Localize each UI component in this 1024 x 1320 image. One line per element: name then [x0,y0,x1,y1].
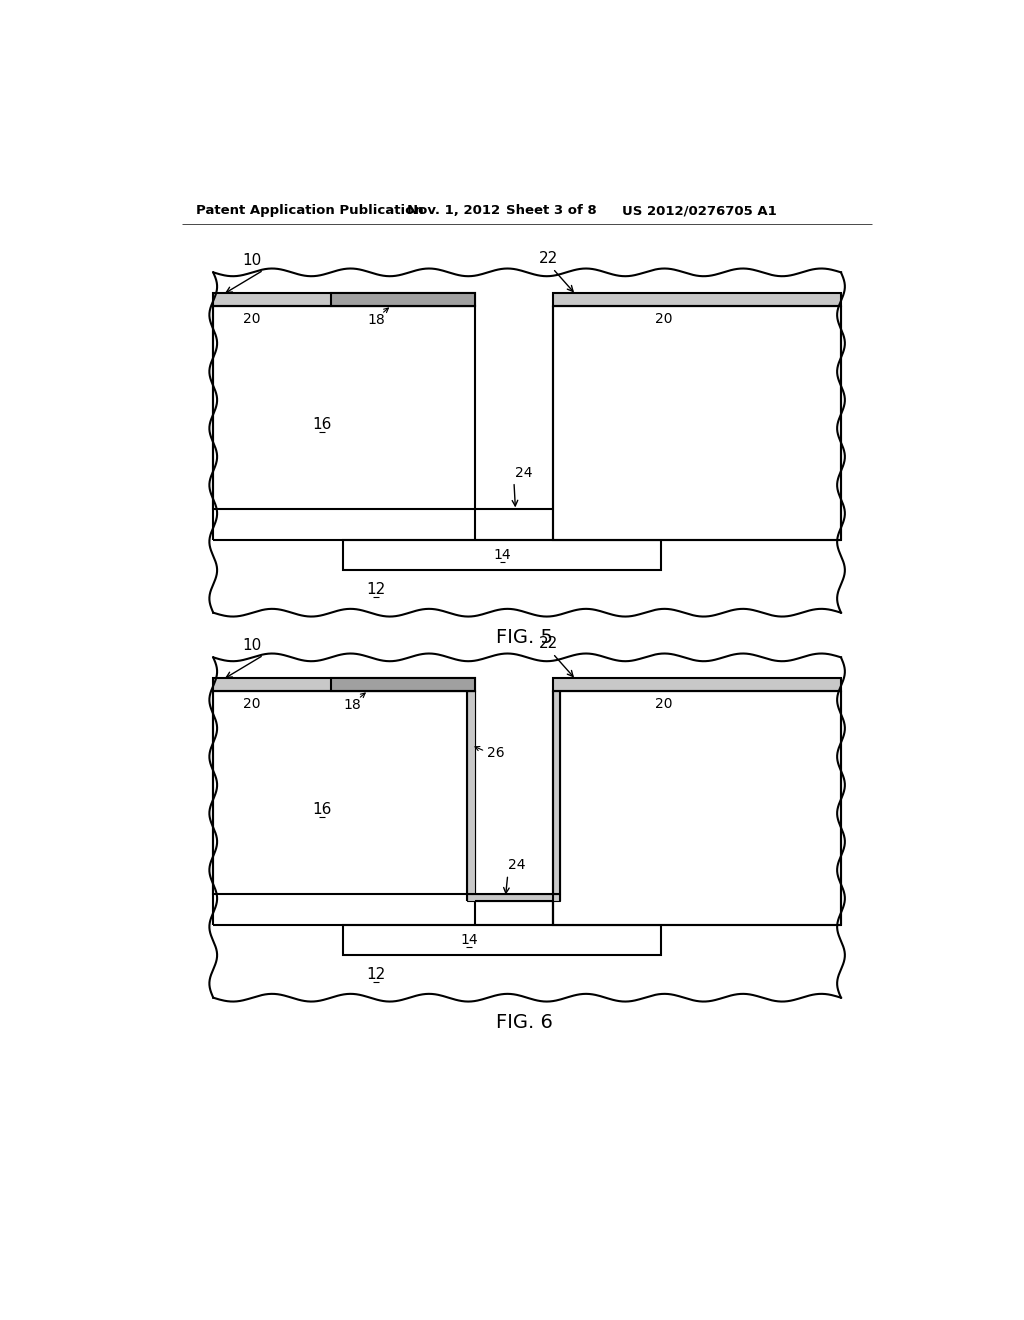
Bar [331,293,475,306]
Text: 20: 20 [655,312,673,326]
Bar [343,540,662,570]
Text: 20: 20 [243,312,260,326]
Text: 16: 16 [312,801,332,817]
Bar [343,924,662,956]
Bar [213,293,475,306]
Bar [553,293,841,306]
Text: 10: 10 [243,639,262,653]
Text: 16: 16 [312,417,332,432]
Bar [213,306,475,508]
Bar [213,272,841,612]
Text: 10: 10 [243,253,262,268]
Text: FIG. 5: FIG. 5 [497,628,553,647]
Text: 20: 20 [655,697,673,710]
Text: Nov. 1, 2012: Nov. 1, 2012 [407,205,500,218]
Bar [553,692,560,894]
Text: 14: 14 [460,933,478,946]
Text: Sheet 3 of 8: Sheet 3 of 8 [506,205,597,218]
Text: 22: 22 [539,251,558,267]
Bar [467,894,560,902]
Text: 24: 24 [508,858,525,873]
Text: 22: 22 [539,636,558,651]
Bar [213,657,841,998]
Text: 26: 26 [486,746,505,760]
Text: US 2012/0276705 A1: US 2012/0276705 A1 [623,205,777,218]
Bar [331,678,475,692]
Text: 24: 24 [515,466,534,479]
Bar [553,678,841,692]
Bar [213,678,475,692]
Text: 14: 14 [494,548,511,562]
Text: 18: 18 [368,313,385,327]
Text: 12: 12 [367,582,386,597]
Bar [553,306,841,540]
Bar [553,692,841,924]
Text: FIG. 6: FIG. 6 [497,1012,553,1032]
Bar [213,692,475,894]
Text: Patent Application Publication: Patent Application Publication [197,205,424,218]
Text: 20: 20 [243,697,260,710]
Text: 12: 12 [367,968,386,982]
Bar [467,692,475,894]
Text: 18: 18 [344,698,361,711]
